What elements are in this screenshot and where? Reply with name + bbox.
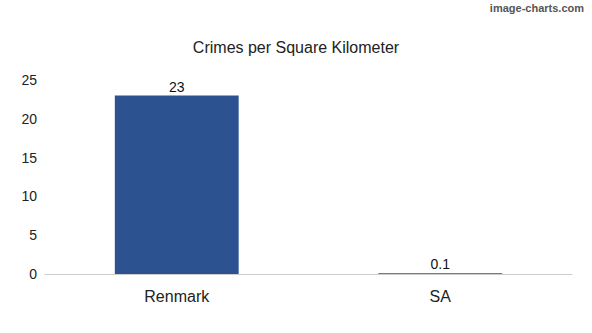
svg-text:0: 0 xyxy=(29,266,37,282)
svg-text:image-charts.com: image-charts.com xyxy=(490,2,584,14)
svg-text:23: 23 xyxy=(169,79,185,95)
svg-text:0.1: 0.1 xyxy=(431,256,451,272)
svg-text:20: 20 xyxy=(21,111,37,127)
svg-text:Renmark: Renmark xyxy=(144,288,210,305)
svg-text:10: 10 xyxy=(21,188,37,204)
svg-text:15: 15 xyxy=(21,150,37,166)
svg-text:SA: SA xyxy=(430,288,452,305)
svg-text:5: 5 xyxy=(29,227,37,243)
svg-text:25: 25 xyxy=(21,72,37,88)
svg-text:Crimes per Square Kilometer: Crimes per Square Kilometer xyxy=(193,39,400,56)
